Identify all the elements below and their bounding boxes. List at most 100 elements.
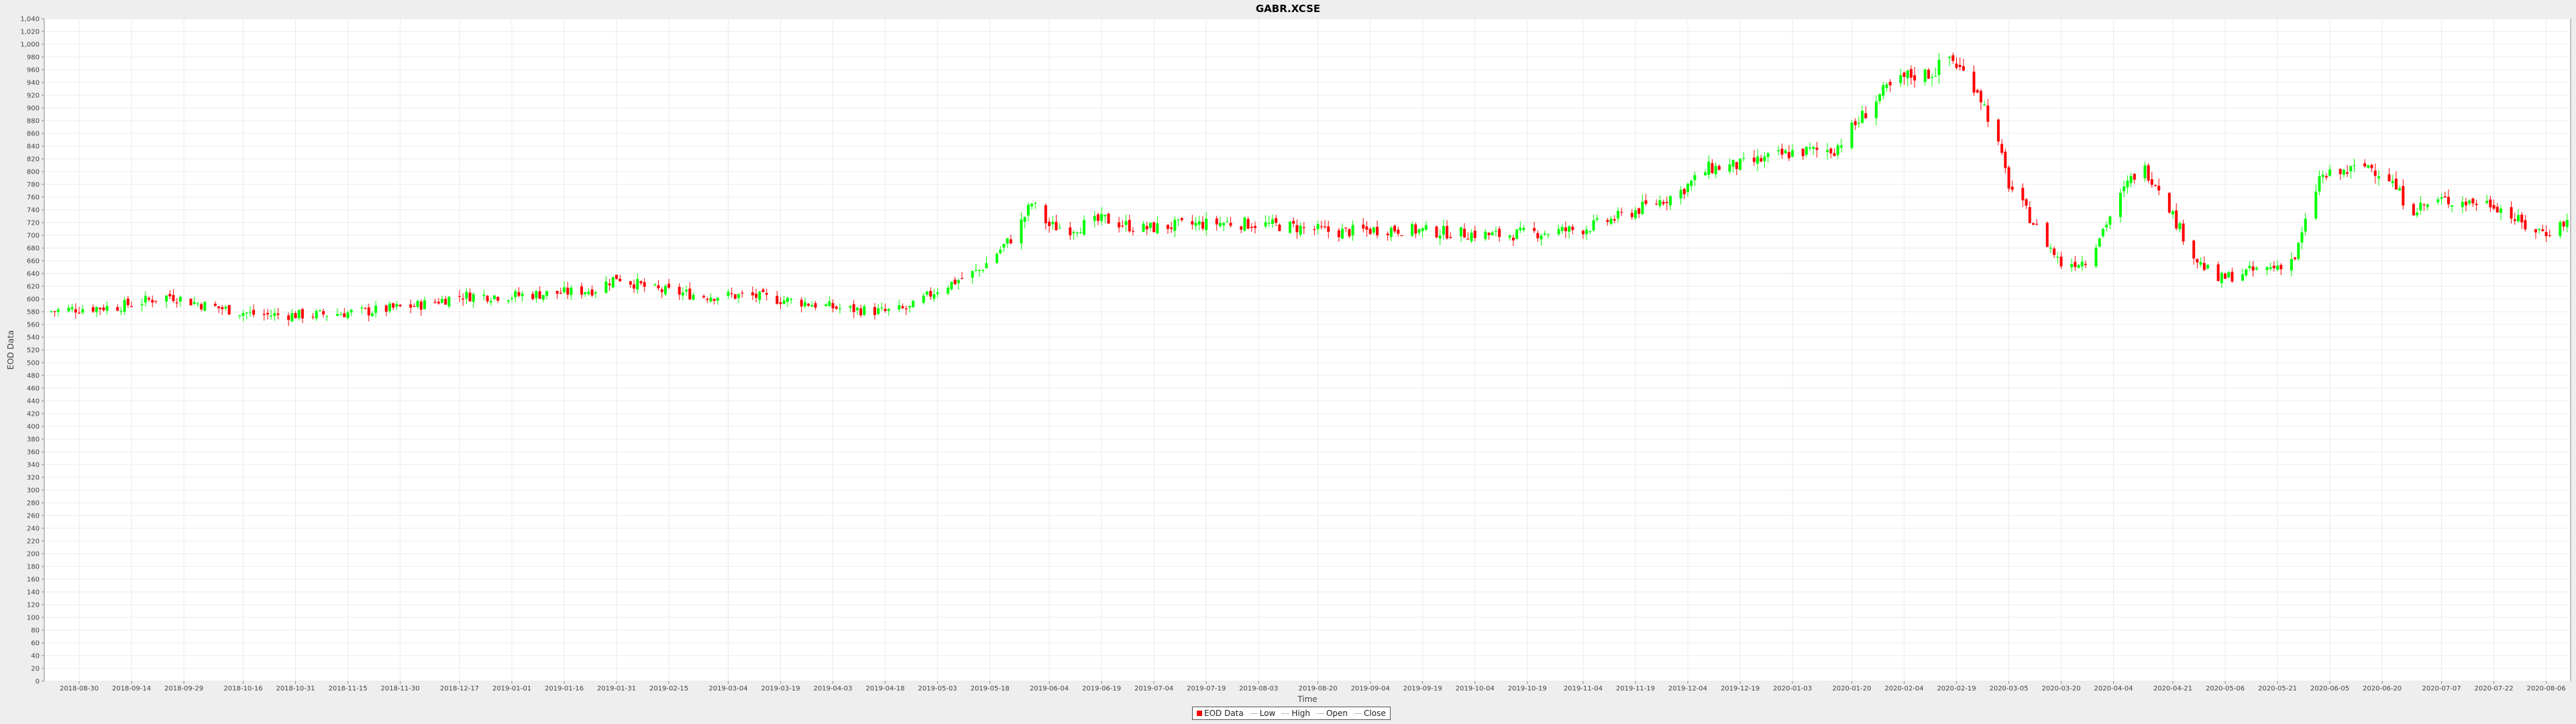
- candle-body: [1442, 226, 1445, 235]
- candle-body: [1229, 223, 1232, 226]
- candle-body: [273, 313, 276, 316]
- y-tick-label: 640: [27, 271, 40, 278]
- candle-body: [2440, 197, 2443, 199]
- candle-body: [2499, 208, 2502, 213]
- candle-body: [545, 291, 549, 296]
- y-tick-label: 440: [27, 398, 40, 406]
- candle-body: [887, 308, 890, 311]
- candle-body: [496, 297, 500, 301]
- candle-body: [2192, 240, 2196, 259]
- x-tick-label: 2018-10-31: [276, 685, 315, 692]
- candle-body: [1665, 202, 1668, 203]
- candle-body: [2426, 204, 2429, 207]
- candle-body: [2471, 198, 2475, 204]
- x-tick-label: 2020-07-07: [2422, 685, 2461, 692]
- candle-body: [276, 313, 280, 315]
- candle-body: [1787, 152, 1790, 158]
- candle-body: [2328, 169, 2332, 176]
- candle-body: [1365, 226, 1368, 230]
- x-tick-label: 2020-07-22: [2475, 685, 2514, 692]
- y-tick-label: 100: [27, 615, 40, 622]
- candle-body: [765, 293, 768, 295]
- candle-body: [252, 310, 256, 315]
- y-tick-label: 820: [27, 156, 40, 164]
- candle-body: [2548, 235, 2551, 236]
- y-tick-label: 580: [27, 309, 40, 316]
- candle-body: [1693, 175, 1697, 180]
- candle-body: [1540, 235, 1543, 240]
- candle-body: [2105, 225, 2108, 228]
- x-tick-label: 2019-08-20: [1299, 685, 1338, 692]
- legend-item-open: Open: [1316, 709, 1348, 718]
- candle-body: [2294, 257, 2297, 259]
- legend-item-high: High: [1281, 709, 1310, 718]
- candle-body: [350, 310, 353, 313]
- candle-body: [151, 300, 154, 303]
- candle-body: [2377, 176, 2380, 179]
- candle-body: [1958, 64, 1962, 67]
- candle-body: [643, 282, 646, 287]
- legend-label-eod: EOD Data: [1204, 709, 1244, 718]
- y-tick-label: 500: [27, 360, 40, 367]
- candle-body: [633, 284, 636, 289]
- candle-body: [838, 308, 841, 310]
- candle-body: [1679, 190, 1682, 199]
- candle-body: [1595, 218, 1599, 220]
- candle-body: [1030, 204, 1034, 206]
- candle-body: [2468, 200, 2471, 204]
- candle-body: [2363, 163, 2367, 167]
- candle-body: [91, 307, 95, 312]
- candle-body: [2300, 232, 2304, 243]
- x-tick-label: 2019-03-04: [708, 685, 747, 692]
- candle-body: [1104, 215, 1107, 217]
- candle-body: [465, 292, 468, 299]
- candle-body: [1267, 223, 1271, 224]
- candle-body: [761, 289, 765, 292]
- candle-body: [238, 315, 241, 316]
- y-tick-label: 400: [27, 424, 40, 431]
- candle-body: [1128, 220, 1131, 232]
- candle-body: [1316, 224, 1320, 229]
- y-tick-label: 480: [27, 373, 40, 380]
- candle-body: [2475, 203, 2478, 205]
- candle-body: [688, 288, 692, 300]
- candle-body: [1784, 150, 1787, 154]
- candle-body: [1020, 219, 1023, 244]
- candle-body: [863, 306, 866, 315]
- candle-body: [486, 296, 489, 302]
- candle-body: [1728, 164, 1731, 172]
- candle-body: [493, 295, 496, 299]
- candle-body: [1246, 219, 1250, 229]
- candle-body: [1543, 233, 1546, 235]
- candle-body: [322, 311, 325, 315]
- candle-body: [2196, 259, 2199, 263]
- candle-body: [1044, 205, 1047, 224]
- candle-body: [1686, 184, 1689, 192]
- candle-body: [2279, 265, 2283, 269]
- candle-body: [1484, 231, 1487, 239]
- candle-body: [1606, 220, 1609, 222]
- candle-body: [1393, 225, 1397, 232]
- candle-body: [1058, 227, 1061, 229]
- candle-body: [1148, 223, 1152, 228]
- candle-body: [657, 285, 660, 289]
- candle-body: [1815, 147, 1819, 150]
- candle-body: [1341, 229, 1344, 239]
- candle-body: [2202, 263, 2206, 270]
- candle-body: [636, 279, 639, 290]
- candle-body: [1368, 229, 1372, 235]
- candle-body: [877, 308, 880, 314]
- candle-body: [786, 298, 789, 302]
- candle-body: [1292, 221, 1295, 224]
- candle-body: [2451, 205, 2454, 207]
- candle-body: [663, 286, 667, 294]
- candle-body: [584, 292, 587, 294]
- candle-body: [1906, 70, 1909, 78]
- candle-body: [2098, 238, 2101, 247]
- candle-body: [1861, 111, 1864, 123]
- candle-body: [1295, 225, 1299, 233]
- candle-body: [203, 302, 207, 311]
- x-tick-label: 2020-01-03: [1773, 685, 1812, 692]
- candle-body: [1864, 113, 1868, 119]
- candle-body: [343, 313, 346, 318]
